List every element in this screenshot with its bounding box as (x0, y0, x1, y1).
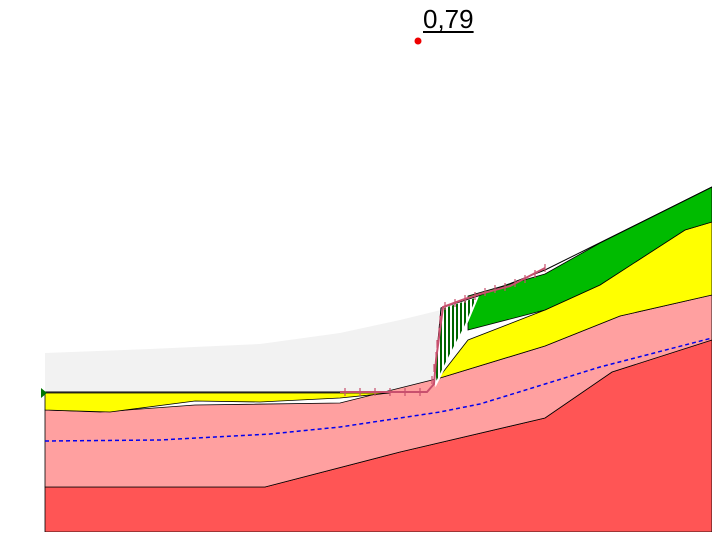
layer-yellow-foot (44, 392, 391, 413)
layer-yellow (439, 221, 712, 379)
layer-green (467, 186, 712, 331)
red-dot-icon (414, 37, 422, 45)
green-triangle-icon (41, 388, 47, 398)
layer-pink (44, 294, 712, 488)
slip-surface-ticks (344, 264, 546, 396)
factor-of-safety-label: 0,79 (423, 4, 474, 34)
slip-zone-region (45, 310, 441, 392)
